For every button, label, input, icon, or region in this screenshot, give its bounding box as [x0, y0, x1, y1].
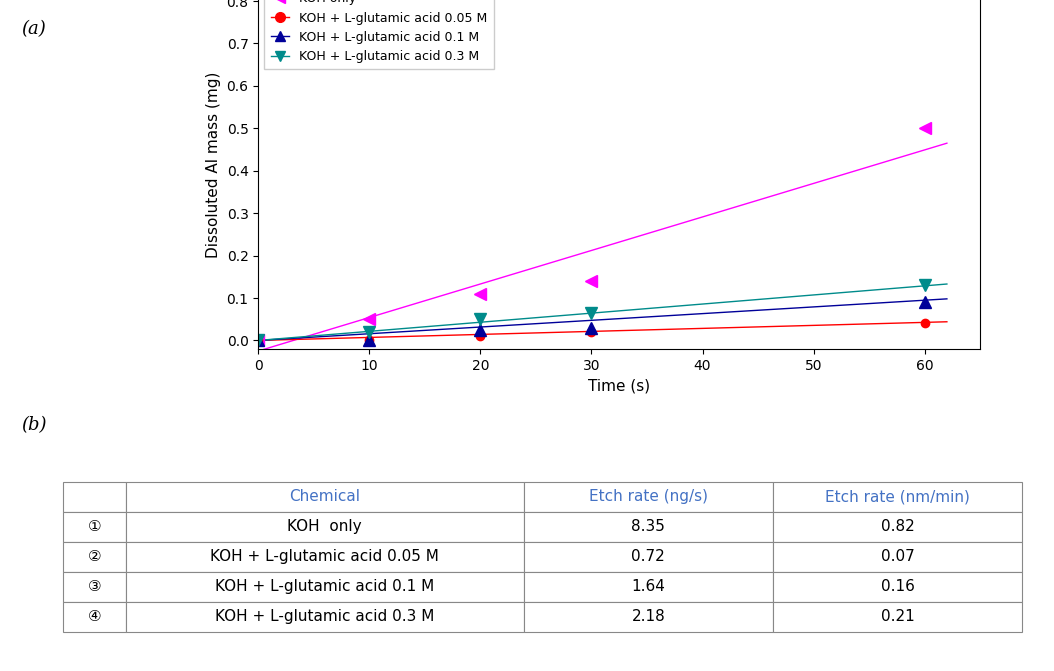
- Legend: KOH only, KOH + L-glutamic acid 0.05 M, KOH + L-glutamic acid 0.1 M, KOH + L-glu: KOH only, KOH + L-glutamic acid 0.05 M, …: [265, 0, 494, 69]
- Text: (a): (a): [21, 20, 45, 38]
- Y-axis label: Dissoluted Al mass (mg): Dissoluted Al mass (mg): [206, 71, 221, 258]
- X-axis label: Time (s): Time (s): [588, 378, 650, 393]
- Text: (b): (b): [21, 416, 46, 434]
